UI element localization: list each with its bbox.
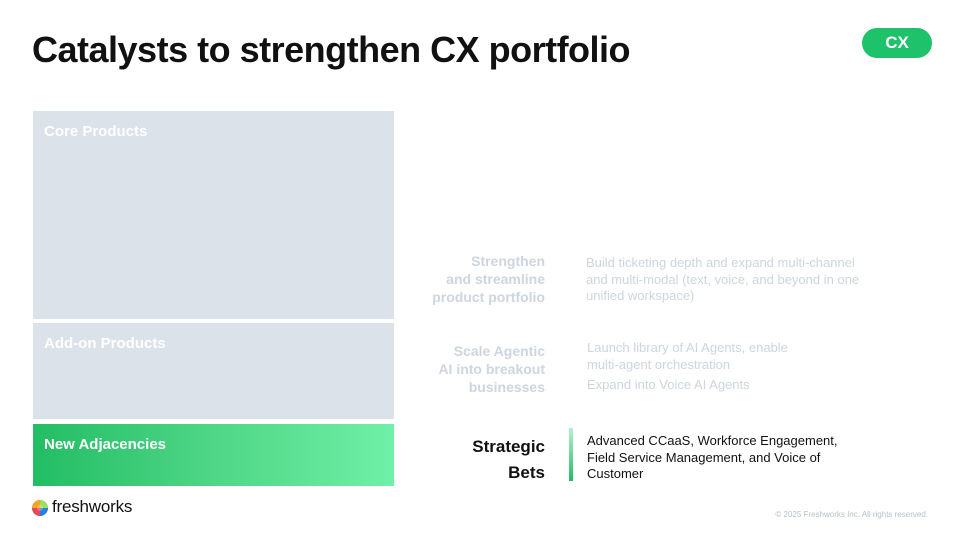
addon-products-box: Add-on Products [33, 323, 394, 419]
category-line: and streamline [446, 271, 545, 287]
catalyst-category-strategic-bets: Strategic Bets [472, 434, 545, 486]
new-adjacencies-label: New Adjacencies [44, 436, 166, 453]
freshworks-logo-text: freshworks [52, 497, 133, 516]
catalyst-description: Expand into Voice AI Agents [587, 377, 750, 392]
category-line: product portfolio [432, 289, 545, 305]
category-line: AI into breakout [438, 361, 545, 377]
catalyst-description: Launch library of AI Agents, enable mult… [587, 340, 788, 372]
category-line: Scale Agentic [453, 343, 545, 359]
category-line: Strengthen [471, 253, 545, 269]
slide-title: Catalysts to strengthen CX portfolio [32, 29, 631, 70]
cx-badge: CX [862, 28, 932, 58]
category-line: Bets [508, 463, 545, 482]
category-line: businesses [468, 379, 545, 395]
new-adjacencies-box: New Adjacencies [33, 424, 394, 486]
copyright-notice: © 2025 Freshworks Inc. All rights reserv… [775, 510, 928, 519]
core-products-label: Core Products [44, 123, 148, 140]
catalyst-description: Build ticketing depth and expand multi-c… [586, 255, 860, 303]
freshworks-logo: freshworks [31, 497, 132, 517]
catalyst-category-agentic-ai: Scale Agentic AI into breakout businesse… [438, 342, 545, 396]
catalyst-category-strengthen: Strengthen and streamline product portfo… [432, 252, 545, 306]
catalyst-description: Advanced CCaaS, Workforce Engagement, Fi… [587, 433, 838, 481]
addon-products-label: Add-on Products [44, 335, 166, 352]
highlight-divider [569, 428, 573, 481]
core-products-box: Core Products [33, 111, 394, 319]
freshworks-logo-icon [32, 500, 48, 516]
category-line: Strategic [472, 437, 545, 456]
